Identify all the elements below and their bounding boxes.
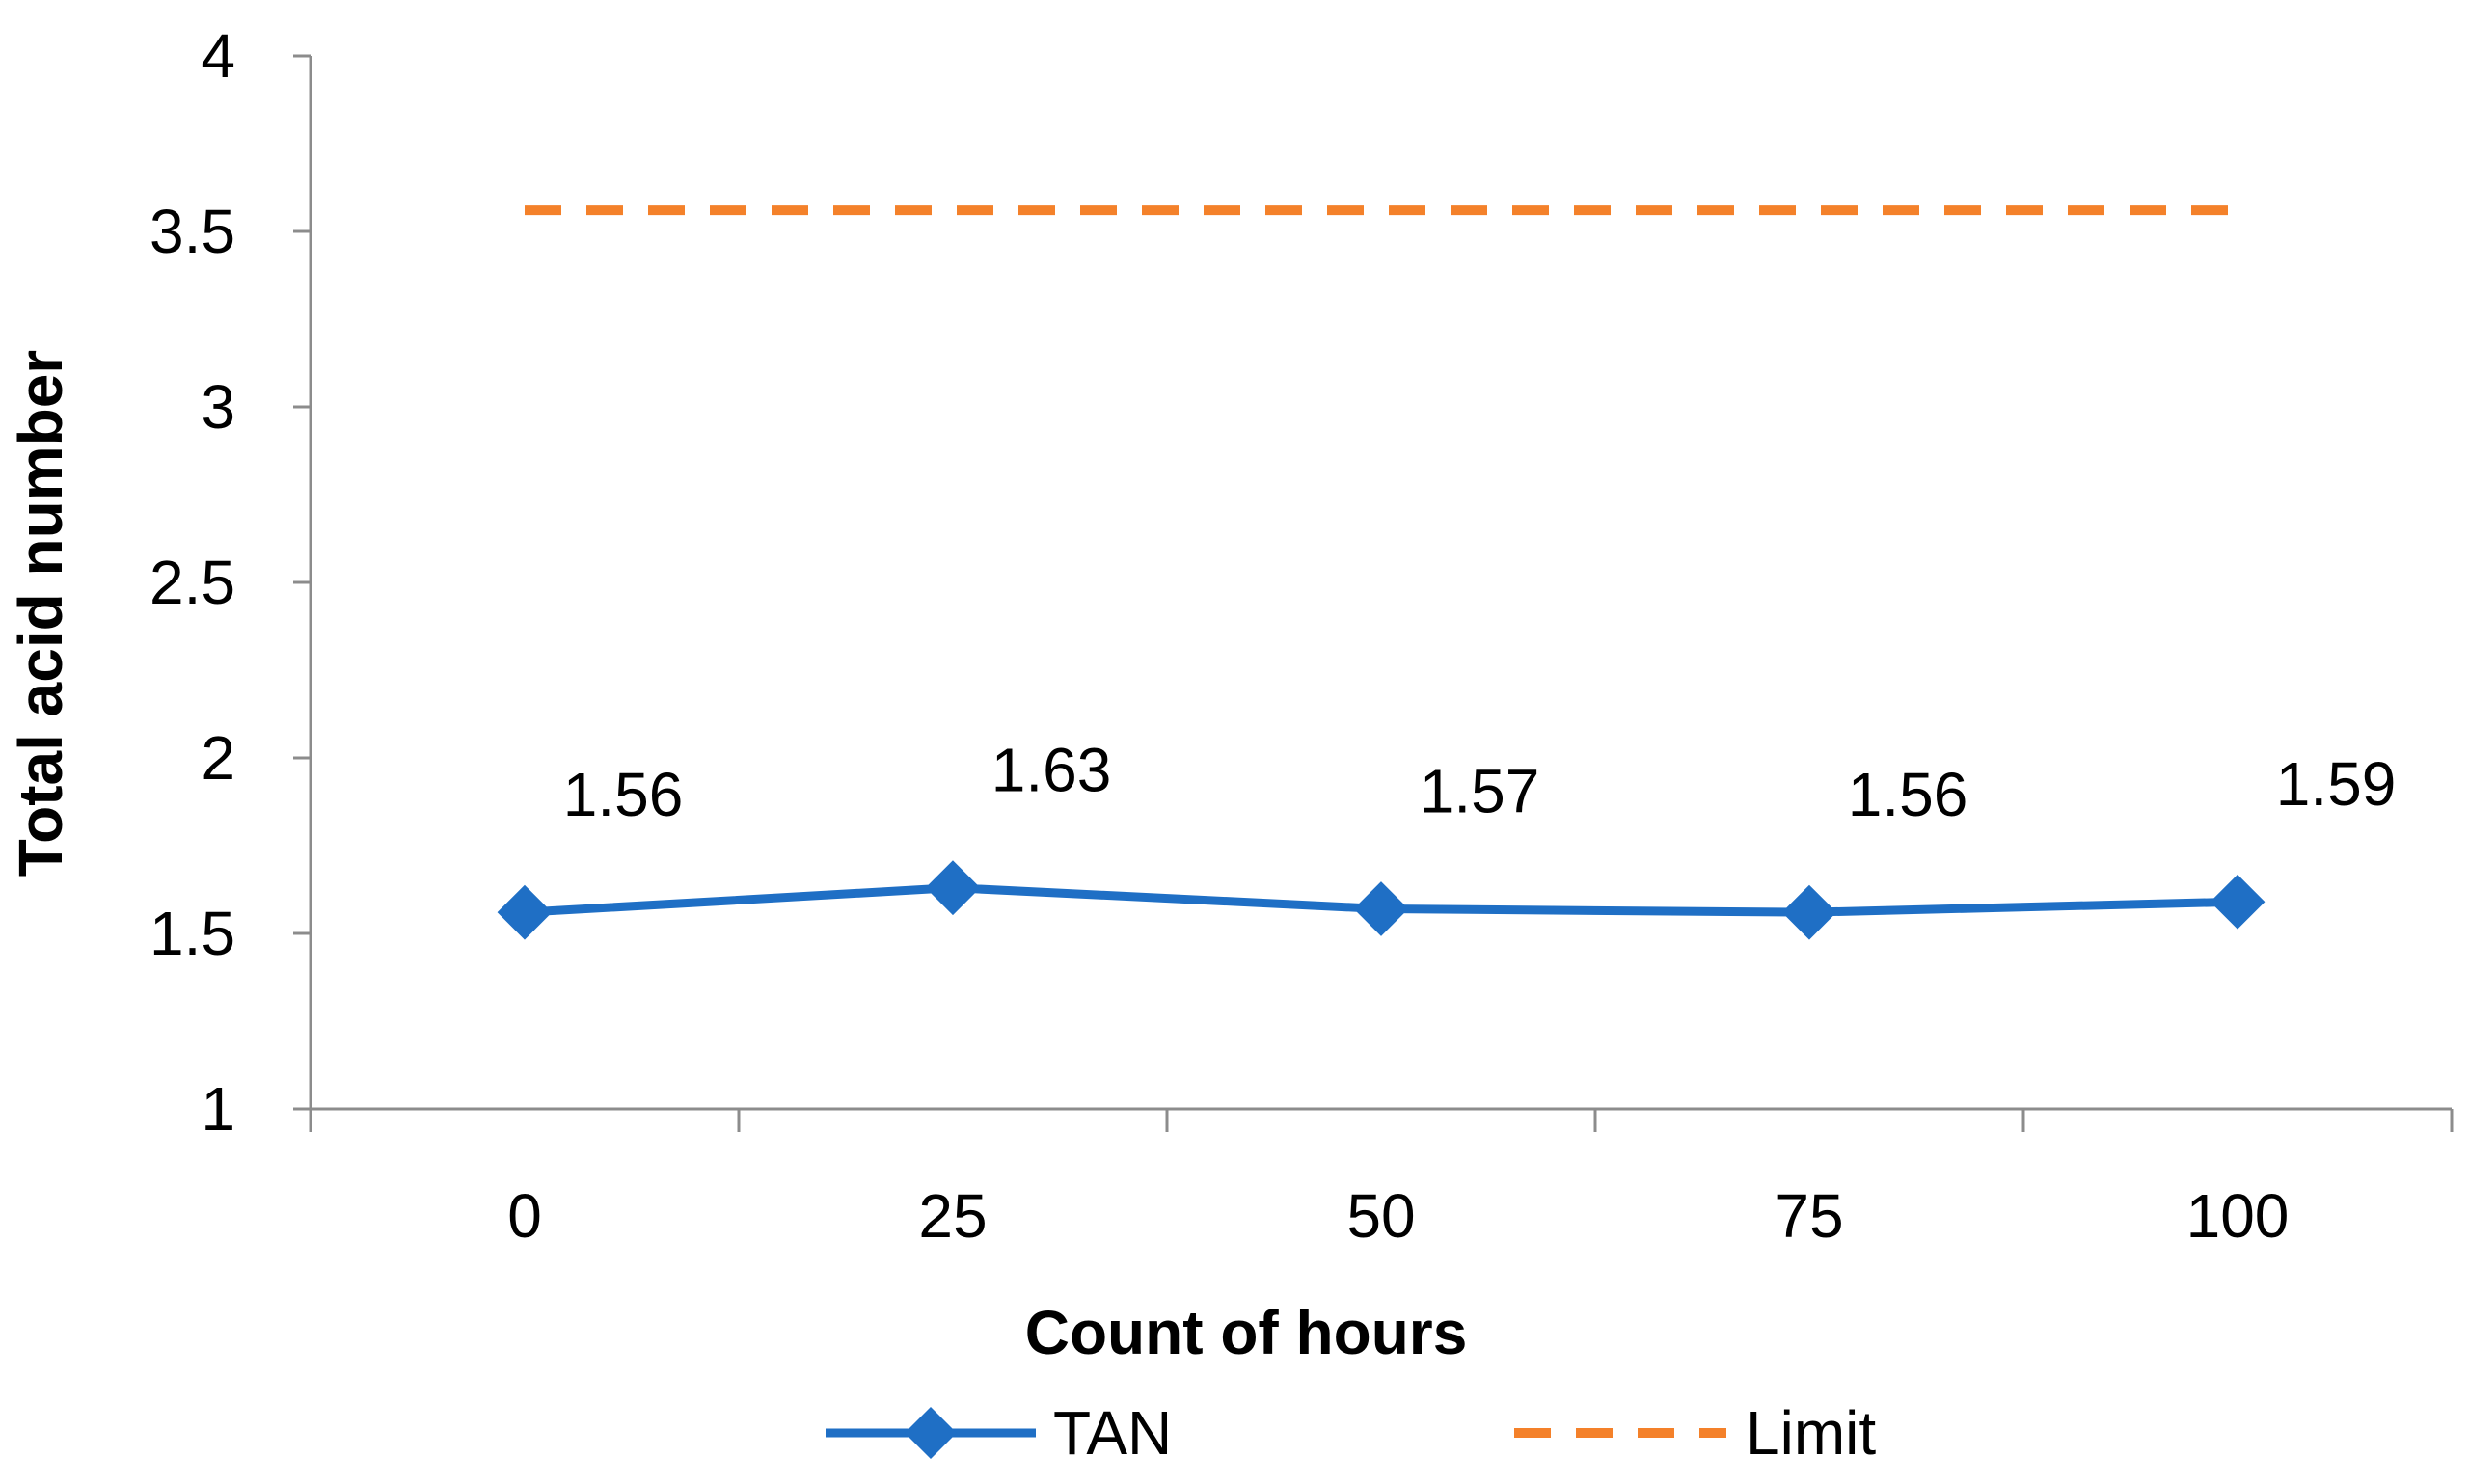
y-tick-labels: 1 1.5 2 2.5 3 3.5 4	[149, 21, 235, 1144]
data-point-tan-25	[925, 860, 981, 916]
data-label-tan-25: 1.63	[991, 736, 1112, 805]
data-label-tan-100: 1.59	[2276, 749, 2397, 819]
axes	[293, 54, 2454, 1132]
x-tick-label-75: 75	[1775, 1181, 1843, 1251]
data-point-tan-75	[1781, 884, 1837, 940]
y-tick-label-1-5: 1.5	[149, 899, 235, 968]
data-label-tan-75: 1.56	[1848, 760, 1968, 829]
legend: TAN Limit	[826, 1398, 1876, 1468]
y-tick-label-2: 2	[201, 723, 235, 793]
y-axis-title: Total acid number	[6, 350, 75, 877]
x-tick-label-50: 50	[1346, 1181, 1415, 1251]
legend-marker-tan	[905, 1407, 957, 1459]
x-tick-labels: 0 25 50 75 100	[507, 1181, 2289, 1251]
y-tick-label-4: 4	[201, 21, 235, 91]
legend-item-limit: Limit	[1514, 1398, 1876, 1468]
data-labels: 1.56 1.63 1.57 1.56 1.59	[563, 736, 2397, 829]
legend-label-limit: Limit	[1746, 1398, 1876, 1468]
legend-item-tan: TAN	[826, 1398, 1172, 1468]
data-label-tan-0: 1.56	[563, 760, 684, 829]
legend-label-tan: TAN	[1053, 1398, 1172, 1468]
y-tick-label-3: 3	[201, 372, 235, 442]
data-point-tan-50	[1353, 881, 1409, 936]
x-tick-label-100: 100	[2186, 1181, 2290, 1251]
data-point-tan-0	[497, 884, 553, 940]
y-tick-label-1: 1	[201, 1074, 235, 1144]
x-tick-label-25: 25	[918, 1181, 987, 1251]
y-tick-label-3-5: 3.5	[149, 197, 235, 266]
series-group	[497, 205, 2266, 940]
x-axis-title: Count of hours	[1025, 1298, 1468, 1367]
data-point-tan-100	[2210, 874, 2266, 930]
x-tick-label-0: 0	[507, 1181, 542, 1251]
series-tan	[497, 860, 2266, 940]
y-tick-label-2-5: 2.5	[149, 548, 235, 617]
data-label-tan-50: 1.57	[1420, 757, 1540, 826]
